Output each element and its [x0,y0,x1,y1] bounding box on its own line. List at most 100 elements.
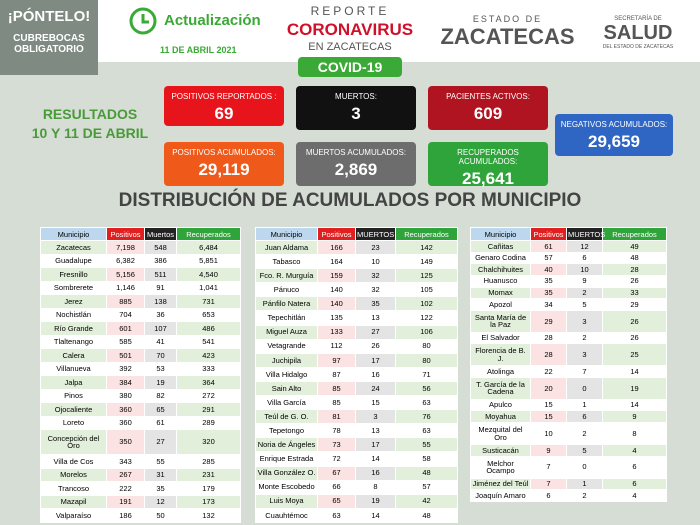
table-row: Guadalupe 6,382 386 5,851 [40,253,241,268]
state: ZACATECAS [440,24,575,49]
table-cell: 58 [395,451,458,467]
table-cell: 106 [395,324,458,340]
table-row: Genaro Codina 57 6 48 [470,251,667,265]
table-cell: 82 [144,388,177,403]
table-cell: 501 [106,348,145,363]
table-cell: 15 [530,398,567,412]
place: EN ZACATECAS [308,41,392,53]
table-cell: 19 [602,376,667,400]
table-row: Luis Moya 65 19 42 [255,493,458,509]
table-row: Atolinga 22 7 14 [470,365,667,378]
table-row: Sain Alto 85 24 56 [255,380,458,397]
state-pre: ESTADO DE [472,14,543,24]
table-cell: Valparaíso [40,508,107,523]
table-row: Ojocaliente 360 65 291 [40,402,241,417]
table-cell: 53 [144,361,177,376]
table-cell: 5,156 [106,267,145,282]
table-cell: 166 [317,239,356,256]
table-cell: 36 [144,307,177,322]
table-row: Mazapil 191 12 173 [40,494,241,510]
table-cell: 0 [566,455,603,479]
summary-box: RECUPERADOS ACUMULADOS: 25,641 [428,142,548,188]
table-cell: 289 [176,415,241,430]
table-cell: 76 [395,409,458,425]
box-label: NEGATIVOS ACUMULADOS: [560,120,668,129]
table-cell: Pánfilo Natera [255,296,318,312]
table-row: T. García de la Cadena 20 0 19 [470,376,667,400]
table-cell: 360 [106,415,145,430]
table-cell: 384 [106,375,145,390]
table-cell: 97 [317,352,356,368]
table-cell: 56 [395,380,458,397]
sec: SALUD [603,22,673,44]
summary-box: NEGATIVOS ACUMULADOS: 29,659 [555,114,673,156]
table-cell: Calera [40,348,107,363]
table-row: Calera 501 70 423 [40,348,241,363]
table-cell: 32 [355,282,396,298]
table-cell: 61 [144,415,177,430]
box-label: MUERTOS: [335,92,377,101]
table-cell: Enrique Estrada [255,451,318,467]
table-cell: Chalchihuites [470,263,531,276]
sec-post: DEL ESTADO DE ZACATECAS [602,44,674,50]
table-cell: 57 [530,251,567,265]
table-cell: 392 [106,361,145,376]
table-cell: 320 [176,428,241,456]
table-cell: Susticacán [470,444,531,457]
table-cell: 28 [530,343,567,367]
virus: CORONAVIRUS [286,20,414,39]
table-cell: 272 [176,388,241,403]
table-cell: 135 [317,310,356,326]
table-cell: El Salvador [470,331,531,345]
column-header: Municipio [470,227,531,241]
table-cell: 267 [106,467,145,483]
column-header: Recuperados [602,227,667,241]
box-value: 2,869 [334,160,378,179]
box-value: 609 [473,104,503,123]
table-cell: Loreto [40,415,107,430]
column-header: MUERTOS [355,227,396,241]
table-row: Melchor Ocampo 7 0 6 [470,455,667,479]
table-row: Jerez 885 138 731 [40,294,241,309]
table-cell: Momax [470,286,531,300]
table-cell: Trancoso [40,481,107,496]
box-label: RECUPERADOS ACUMULADOS: [457,148,519,166]
table-cell: 41 [144,334,177,349]
table-cell: 486 [176,321,241,336]
mask-badge: ¡PÓNTELO! CUBREBOCAS OBLIGATORIO [0,0,98,75]
table-row: Loreto 360 61 289 [40,415,241,430]
table-cell: 78 [317,423,356,439]
table-cell: 72 [317,451,356,467]
box-value: 25,641 [462,169,514,188]
table-cell: Tepechitlán [255,310,318,326]
table-cell: 29 [530,309,567,333]
table-row: Trancoso 222 35 179 [40,481,241,496]
table-row: Chalchihuites 40 10 28 [470,263,667,276]
table-cell: 601 [106,321,145,336]
table-cell: Villa Hidalgo [255,366,318,382]
table-cell: Fco. R. Murguía [255,268,318,284]
table-cell: 3 [355,409,396,425]
box-label: MUERTOS ACUMULADOS: [305,148,407,157]
table-cell: 63 [395,423,458,439]
table-cell: 57 [395,479,458,495]
column-header: MUERTOS [566,227,606,241]
table-cell: 29 [602,298,667,311]
table-cell: 222 [106,481,145,496]
summary-box: PACIENTES ACTIVOS: 609 [428,86,548,130]
table-row: Villa de Cos 343 55 285 [40,454,241,469]
table-cell: 2 [566,286,603,300]
table-cell: Jiménez del Teúl [470,477,531,491]
table-cell: 3 [566,309,603,333]
table-cell: 386 [144,253,177,268]
column-header: Muertos [144,227,177,241]
table-row: Valparaíso 186 50 132 [40,508,241,523]
table-cell: 63 [395,395,458,411]
table-cell: Genaro Codina [470,251,531,265]
table-row: Tepechitlán 135 13 122 [255,310,458,326]
table-row: Juchipila 97 17 80 [255,352,458,368]
results-title: RESULTADOS [42,106,138,122]
table-cell: 423 [176,348,241,363]
table-cell: 9 [602,410,667,424]
summary-box: POSITIVOS ACUMULADOS: 29,119 [164,142,284,186]
